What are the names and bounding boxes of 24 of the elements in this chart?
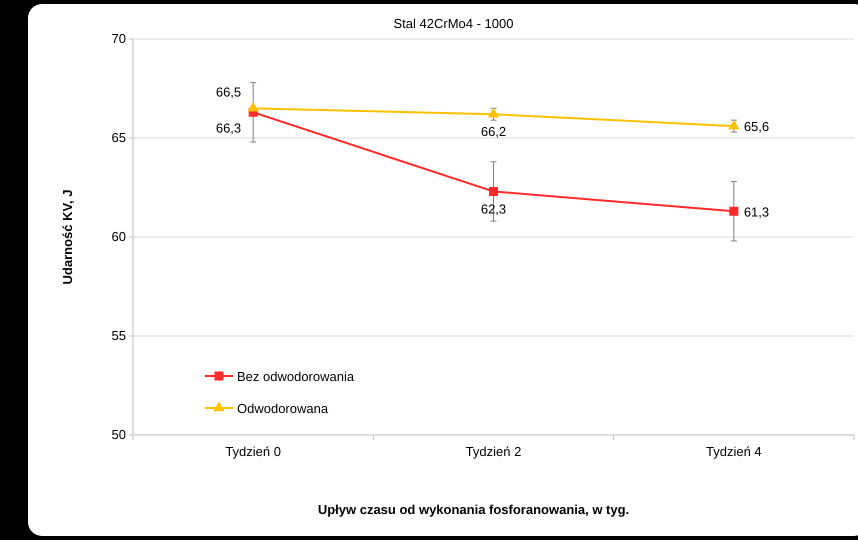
chart-title: Stal 42CrMo4 - 1000	[394, 16, 514, 31]
y-tick-label: 60	[112, 229, 126, 244]
data-label: 66,2	[480, 124, 506, 140]
point	[248, 102, 259, 112]
data-label: 62,3	[480, 201, 506, 216]
x-tick-label: Tydzień 0	[225, 444, 281, 460]
point	[489, 186, 498, 196]
y-axis-title: Udarność KV, J	[60, 190, 75, 284]
data-label: 61,3	[744, 204, 770, 220]
y-tick-label: 50	[112, 427, 126, 442]
point	[728, 120, 740, 130]
point	[729, 206, 738, 216]
y-tick-label: 55	[112, 328, 126, 344]
x-axis-title: Upływ czasu od wykonania fosforanowania, w tyg.	[318, 502, 630, 517]
y-tick-label: 65	[112, 130, 126, 146]
y-tick-label: 70	[112, 31, 126, 46]
legend-label: Bez odwodorowania	[237, 369, 355, 384]
x-tick-label: Tydzień 4	[706, 444, 762, 460]
point	[488, 108, 500, 118]
legend-label: Odwodorowana	[237, 401, 329, 416]
data-label: 66,5	[216, 84, 242, 100]
data-label: 66,3	[216, 120, 242, 136]
x-tick-label: Tydzień 2	[466, 444, 522, 460]
data-label: 65,6	[744, 119, 770, 134]
